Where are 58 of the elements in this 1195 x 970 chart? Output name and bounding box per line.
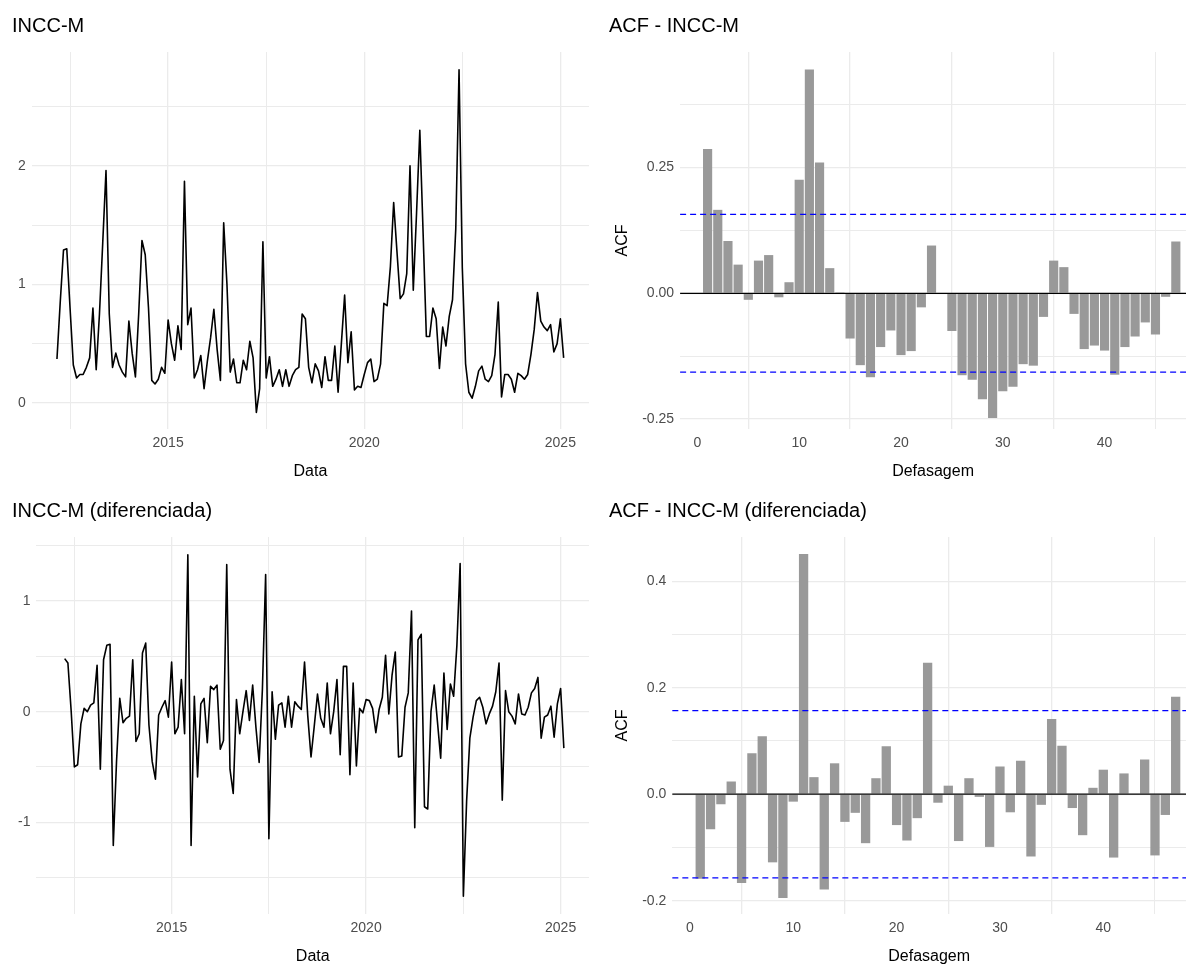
x-tick-label: 2025 [544, 434, 577, 451]
bar [953, 794, 964, 842]
chart-title: INCC-M [12, 13, 85, 36]
y-tick-label: 1 [22, 591, 31, 608]
bar [829, 763, 840, 794]
y-tick-label: 0.00 [646, 284, 675, 301]
x-tick-label: 2025 [545, 919, 577, 936]
bar [1005, 794, 1015, 813]
chart-title: INCC-M (diferenciada) [12, 498, 213, 521]
bar [1015, 760, 1026, 794]
bar [1171, 241, 1181, 293]
x-tick-label: 40 [1095, 919, 1112, 936]
x-tick-label: 0 [693, 434, 702, 451]
x-tick-label: 2020 [348, 434, 381, 451]
x-tick-label: 2015 [156, 919, 188, 936]
y-tick-label: 1 [17, 275, 26, 292]
bar [922, 662, 933, 794]
x-tick-label: 10 [785, 919, 802, 936]
x-axis-title: Defasagem [892, 461, 974, 479]
bar [943, 785, 953, 794]
y-tick-label: -0.25 [642, 409, 675, 426]
bar [726, 781, 736, 794]
x-tick-label: 10 [791, 434, 808, 451]
bar [933, 794, 943, 803]
chart-title: ACF - INCC-M [609, 13, 739, 36]
y-tick-label: 0.0 [646, 785, 667, 802]
x-tick-label: 20 [893, 434, 909, 451]
x-axis-title: Data [293, 461, 328, 479]
x-axis-title: Defasagem [888, 946, 971, 964]
y-tick-label: 0.4 [646, 572, 667, 589]
x-tick-label: 2020 [350, 919, 382, 936]
x-tick-label: 2015 [152, 434, 184, 451]
bar [1171, 696, 1181, 794]
y-tick-label: 0.25 [646, 158, 675, 175]
bar [995, 766, 1005, 794]
bar [926, 245, 937, 293]
x-tick-label: 0 [686, 919, 694, 936]
y-tick-label: -1 [18, 813, 31, 830]
bar [1109, 794, 1119, 858]
x-axis-title: Data [295, 946, 330, 964]
x-tick-label: 40 [1096, 434, 1113, 451]
y-tick-label: 2 [17, 156, 26, 173]
y-tick-label: 0 [17, 393, 26, 410]
chart-title: ACF - INCC-M (diferenciada) [609, 498, 867, 521]
x-tick-label: 20 [888, 919, 905, 936]
y-tick-label: 0 [22, 702, 31, 719]
bar [964, 778, 974, 794]
x-tick-label: 30 [992, 919, 1008, 936]
bar [819, 794, 829, 890]
y-tick-label: -0.2 [642, 891, 667, 908]
bar [736, 794, 747, 884]
bar [1119, 773, 1129, 794]
y-tick-label: 0.2 [646, 678, 667, 695]
bar [743, 293, 753, 300]
y-axis-title: ACF [613, 709, 631, 742]
bar [1140, 759, 1150, 794]
y-axis-title: ACF [613, 224, 631, 257]
x-tick-label: 30 [994, 434, 1011, 451]
